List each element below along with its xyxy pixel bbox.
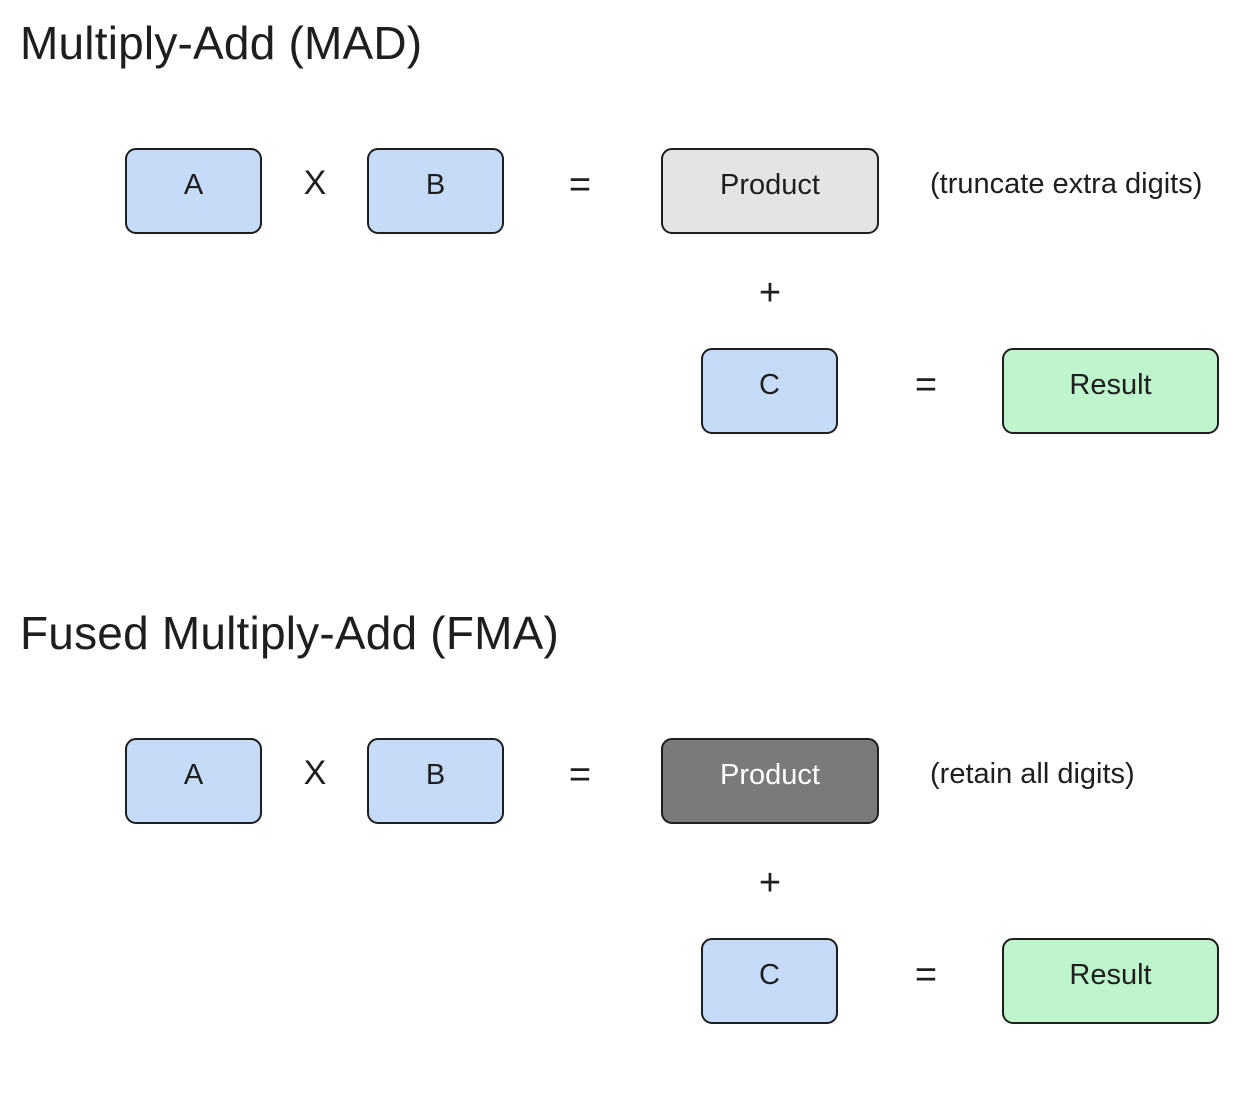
- mad-equals-operator-1: =: [568, 164, 592, 206]
- mad-operand-a-box: A: [125, 148, 262, 234]
- mad-section: Multiply-Add (MAD) A X B = Product (trun…: [0, 0, 1248, 520]
- mad-times-operator: X: [303, 164, 327, 202]
- fma-times-operator: X: [303, 754, 327, 792]
- fma-note: (retain all digits): [930, 758, 1135, 790]
- fma-product-box: Product: [661, 738, 879, 824]
- mad-note: (truncate extra digits): [930, 168, 1203, 200]
- mad-plus-operator: +: [758, 272, 782, 314]
- fma-plus-operator: +: [758, 862, 782, 904]
- fma-equals-operator-2: =: [914, 954, 938, 996]
- fma-equals-operator-1: =: [568, 754, 592, 796]
- mad-operand-b-box: B: [367, 148, 504, 234]
- mad-product-box: Product: [661, 148, 879, 234]
- fma-title: Fused Multiply-Add (FMA): [20, 607, 560, 659]
- mad-result-box: Result: [1002, 348, 1219, 434]
- fma-operand-a-box: A: [125, 738, 262, 824]
- fma-operand-c-box: C: [701, 938, 838, 1024]
- mad-operand-c-box: C: [701, 348, 838, 434]
- fma-operand-b-box: B: [367, 738, 504, 824]
- mad-equals-operator-2: =: [914, 364, 938, 406]
- mad-title: Multiply-Add (MAD): [20, 17, 423, 69]
- fma-result-box: Result: [1002, 938, 1219, 1024]
- fma-section: Fused Multiply-Add (FMA) A X B = Product…: [0, 590, 1248, 1110]
